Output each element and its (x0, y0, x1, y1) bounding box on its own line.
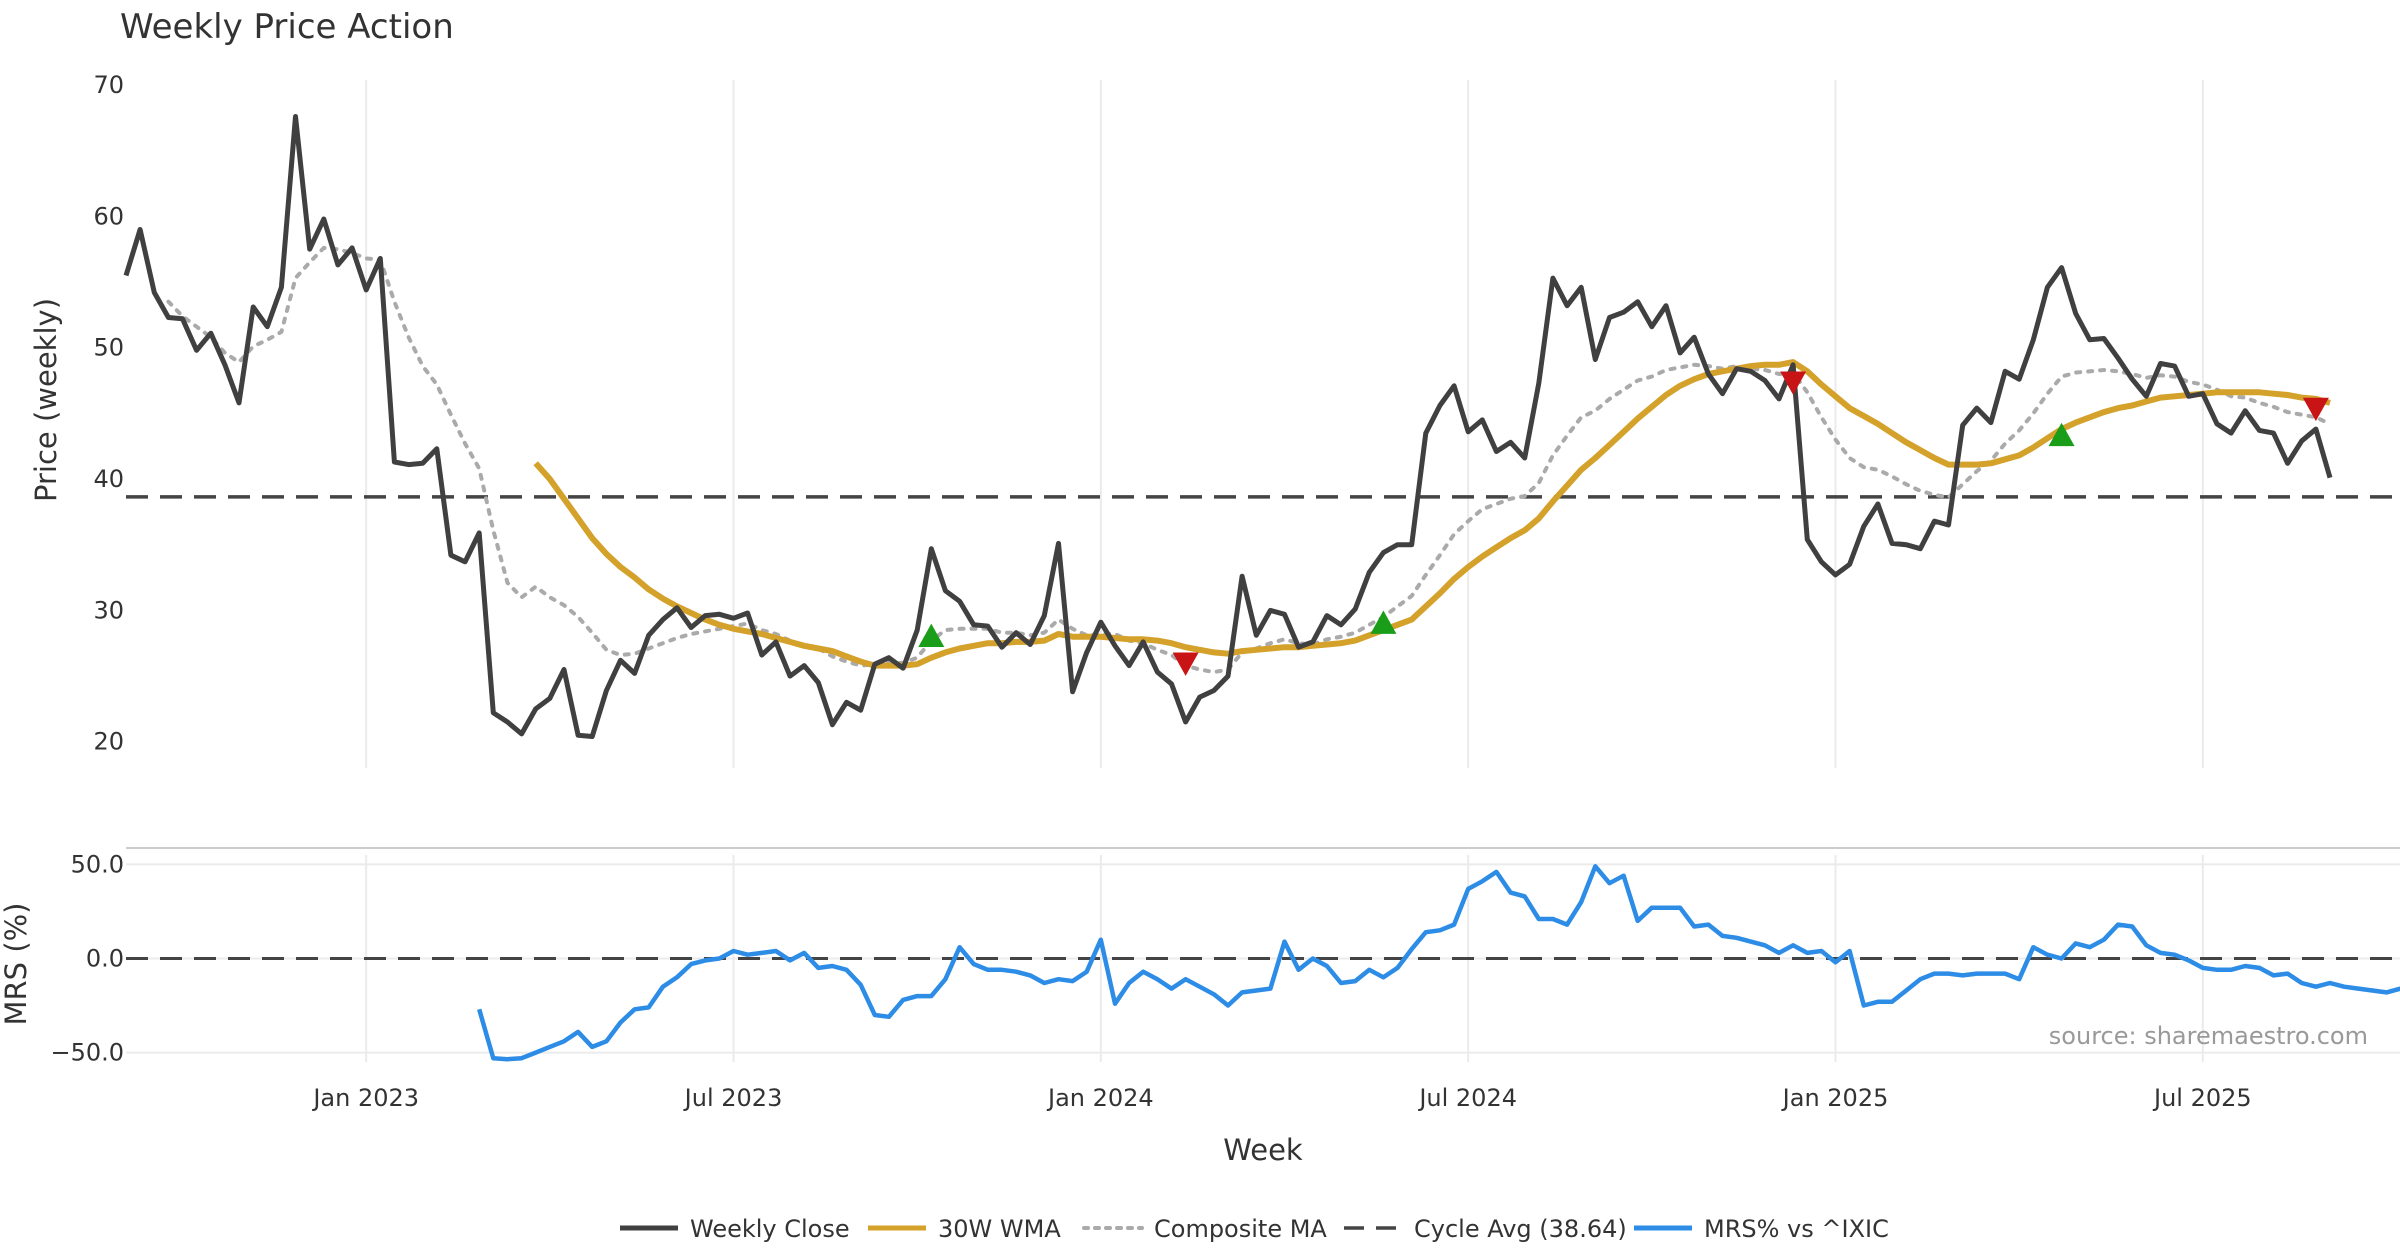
legend-label-mrs: MRS% vs ^IXIC (1704, 1215, 1889, 1243)
mrs-series (126, 864, 2400, 1062)
sell-signal-marker (2302, 397, 2329, 422)
price-y-tick-label: 20 (93, 728, 124, 756)
price-y-ticks: 20 30 40 50 60 70 (93, 71, 124, 756)
sell-signal-marker (1172, 652, 1199, 676)
x-tick-label: Jan 2025 (1781, 1084, 1889, 1112)
legend-label-composite: Composite MA (1154, 1215, 1327, 1243)
x-axis-label: Week (1223, 1133, 1303, 1167)
mrs-y-tick-label: 0.0 (86, 945, 124, 973)
legend-label-wma: 30W WMA (938, 1215, 1061, 1243)
mrs-line (477, 864, 2400, 1062)
price-y-tick-label: 50 (93, 334, 124, 362)
price-y-tick-label: 60 (93, 202, 124, 230)
price-y-label: Price (weekly) (29, 298, 63, 502)
wma-line (533, 359, 2331, 669)
buy-signal-marker (1370, 610, 1397, 634)
price-series (123, 114, 2400, 739)
buy-signal-marker (2048, 422, 2075, 447)
x-tick-label: Jul 2023 (683, 1084, 783, 1112)
x-tick-label: Jan 2023 (311, 1084, 419, 1112)
legend: Weekly Close 30W WMA Composite MA Cycle Avg… (620, 1215, 1889, 1243)
signal-markers (918, 371, 2329, 676)
mrs-y-ticks: 50.0 0.0 −50.0 (50, 850, 124, 1066)
sell-signal-marker (1780, 371, 1807, 395)
x-ticks: Jan 2023 Jul 2023 Jan 2024 Jul 2024 Jan 2025… (311, 1084, 2251, 1112)
legend-label-cycle: Cycle Avg (38.64) (1414, 1215, 1627, 1243)
mrs-y-label: MRS (%) (0, 903, 33, 1026)
price-y-tick-label: 40 (93, 465, 124, 493)
mrs-y-tick-label: 50.0 (71, 850, 124, 878)
x-tick-label: Jan 2024 (1046, 1084, 1154, 1112)
price-y-tick-label: 30 (93, 596, 124, 624)
buy-signal-marker (918, 623, 945, 648)
chart-title: Weekly Price Action (120, 7, 454, 47)
x-tick-label: Jul 2025 (2152, 1084, 2252, 1112)
close-line (123, 114, 2333, 739)
mrs-y-tick-label: −50.0 (50, 1039, 124, 1067)
legend-label-close: Weekly Close (690, 1215, 850, 1243)
x-tick-label: Jul 2024 (1417, 1084, 1517, 1112)
price-y-tick-label: 70 (93, 71, 124, 99)
price-panel-grid (365, 80, 2204, 768)
source-label: source: sharemaestro.com (2049, 1022, 2368, 1050)
